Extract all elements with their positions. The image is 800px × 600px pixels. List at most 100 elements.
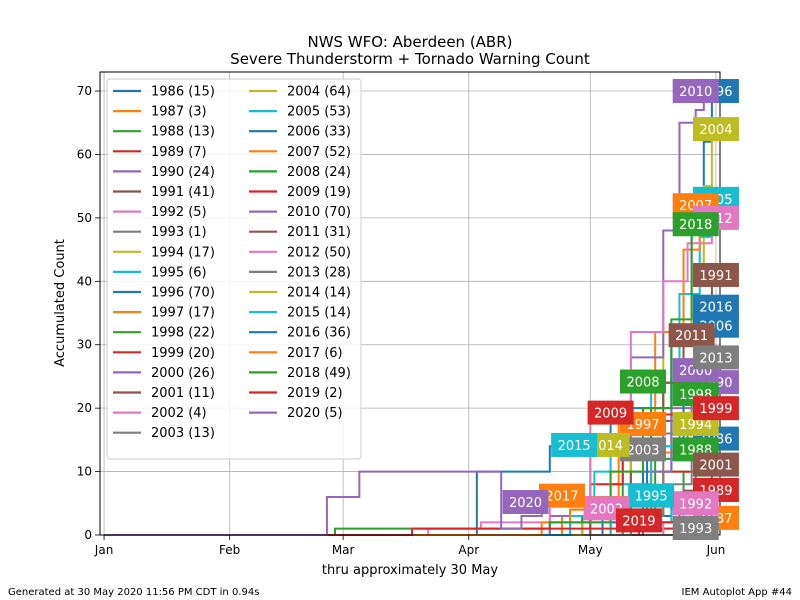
x-tick-label: Feb [219, 543, 240, 557]
end-label-box-2018 [672, 212, 719, 237]
end-label-box-2009 [587, 400, 634, 425]
end-label-2018: 2018 [679, 218, 712, 233]
legend-entry-2015: 2015 (14) [287, 306, 351, 321]
end-label-2003: 2003 [626, 443, 659, 458]
legend-entry-2001: 2001 (11) [151, 386, 215, 401]
legend-entry-1996: 1996 (70) [151, 286, 215, 301]
end-label-1993: 1993 [679, 522, 712, 537]
legend-entry-1991: 1991 (41) [151, 185, 215, 200]
legend-entry-1993: 1993 (1) [151, 225, 207, 240]
end-label-box-2010 [672, 79, 719, 104]
chart-title-line1: NWS WFO: Aberdeen (ABR) [307, 33, 512, 51]
legend-entry-2004: 2004 (64) [287, 85, 351, 100]
chart-title-line2: Severe Thunderstorm + Tornado Warning Co… [230, 50, 590, 68]
y-tick-label: 30 [77, 338, 92, 352]
y-tick-label: 20 [77, 401, 92, 415]
end-label-box-1992 [672, 491, 719, 516]
legend-entry-2014: 2014 (14) [287, 286, 351, 301]
legend-entry-1992: 1992 (5) [151, 205, 207, 220]
end-label-box-2016 [692, 294, 739, 319]
x-tick-label: May [578, 543, 603, 557]
legend-entry-2017: 2017 (6) [287, 346, 343, 361]
x-tick-label: Apr [458, 543, 479, 557]
legend-entry-2002: 2002 (4) [151, 406, 207, 421]
legend-entry-1994: 1994 (17) [151, 245, 215, 260]
end-label-1994: 1994 [679, 418, 712, 433]
y-tick-label: 10 [77, 465, 92, 479]
end-label-box-2008 [620, 369, 667, 394]
end-label-box-1995 [628, 483, 675, 508]
end-label-2016: 2016 [699, 301, 732, 316]
legend-entry-2005: 2005 (53) [287, 105, 351, 120]
end-label-2001: 2001 [699, 459, 732, 474]
end-label-box-2001 [692, 452, 739, 477]
end-label-1999: 1999 [699, 402, 732, 417]
end-label-2017: 2017 [545, 490, 578, 505]
legend-entry-1989: 1989 (7) [151, 145, 207, 160]
legend-entry-2003: 2003 (13) [151, 426, 215, 441]
legend-entry-2008: 2008 (24) [287, 165, 351, 180]
end-label-2020: 2020 [509, 496, 542, 511]
end-label-box-1993 [672, 516, 719, 541]
legend-box [106, 78, 362, 460]
legend-entry-2006: 2006 (33) [287, 125, 351, 140]
end-label-box-2004 [692, 117, 739, 142]
end-label-box-2011 [668, 323, 715, 348]
year-end-labels: 1986198719881989199019911992199319941995… [502, 79, 739, 541]
legend-entry-1988: 1988 (13) [151, 125, 215, 140]
y-axis-label: Accumulated Count [53, 239, 68, 367]
end-label-2013: 2013 [699, 351, 732, 366]
legend: 1986 (15) 1987 (3) 1988 (13) 1989 (7) 1990 (… [106, 78, 362, 460]
legend-entry-1995: 1995 (6) [151, 265, 207, 280]
y-tick-label: 0 [84, 528, 92, 542]
legend-entry-1986: 1986 (15) [151, 85, 215, 100]
x-axis-label: thru approximately 30 May [322, 563, 498, 578]
end-label-2010: 2010 [679, 85, 712, 100]
legend-entry-2000: 2000 (26) [151, 366, 215, 381]
legend-entry-2019: 2019 (2) [287, 386, 343, 401]
series-line-2018 [104, 223, 712, 536]
end-label-box-1999 [692, 396, 739, 421]
legend-entry-2007: 2007 (52) [287, 145, 351, 160]
end-label-box-2015 [551, 432, 598, 457]
end-label-2011: 2011 [675, 329, 708, 344]
x-tick-label: Jun [706, 543, 726, 557]
legend-entry-1999: 1999 (20) [151, 346, 215, 361]
end-label-box-2020 [502, 490, 549, 515]
legend-entry-2012: 2012 (50) [287, 245, 351, 260]
y-tick-label: 40 [77, 274, 92, 288]
legend-entry-1997: 1997 (17) [151, 306, 215, 321]
legend-entry-2020: 2020 (5) [287, 406, 343, 421]
legend-entry-1987: 1987 (3) [151, 105, 207, 120]
end-label-box-1991 [692, 262, 739, 287]
end-label-2002: 2002 [590, 502, 623, 517]
end-label-1997: 1997 [626, 418, 659, 433]
end-label-2015: 2015 [558, 439, 591, 454]
legend-entry-2018: 2018 (49) [287, 366, 351, 381]
end-label-1992: 1992 [679, 497, 712, 512]
end-label-1995: 1995 [635, 490, 668, 505]
end-label-box-2019 [615, 508, 662, 533]
end-label-2004: 2004 [699, 123, 732, 138]
legend-entry-2009: 2009 (19) [287, 185, 351, 200]
end-label-box-2013 [692, 345, 739, 370]
legend-entry-1998: 1998 (22) [151, 326, 215, 341]
x-tick-label: Mar [332, 543, 355, 557]
legend-entry-2011: 2011 (31) [287, 225, 351, 240]
x-tick-label: Jan [94, 543, 114, 557]
end-label-2014: 2014 [590, 439, 623, 454]
legend-entry-2010: 2010 (70) [287, 205, 351, 220]
end-label-1991: 1991 [699, 269, 732, 284]
y-tick-label: 70 [77, 84, 92, 98]
end-label-2008: 2008 [626, 376, 659, 391]
end-label-2009: 2009 [594, 407, 627, 422]
legend-entry-2016: 2016 (36) [287, 326, 351, 341]
footer-generated: Generated at 30 May 2020 11:56 PM CDT in… [8, 587, 259, 598]
legend-entry-2013: 2013 (28) [287, 265, 351, 280]
axis-ticks: Jan Feb Mar Apr May Jun 0 10 20 30 40 50 60 70 [77, 84, 726, 557]
legend-entry-1990: 1990 (24) [151, 165, 215, 180]
y-tick-label: 60 [77, 147, 92, 161]
y-tick-label: 50 [77, 211, 92, 225]
footer-app: IEM Autoplot App #44 [682, 587, 792, 598]
